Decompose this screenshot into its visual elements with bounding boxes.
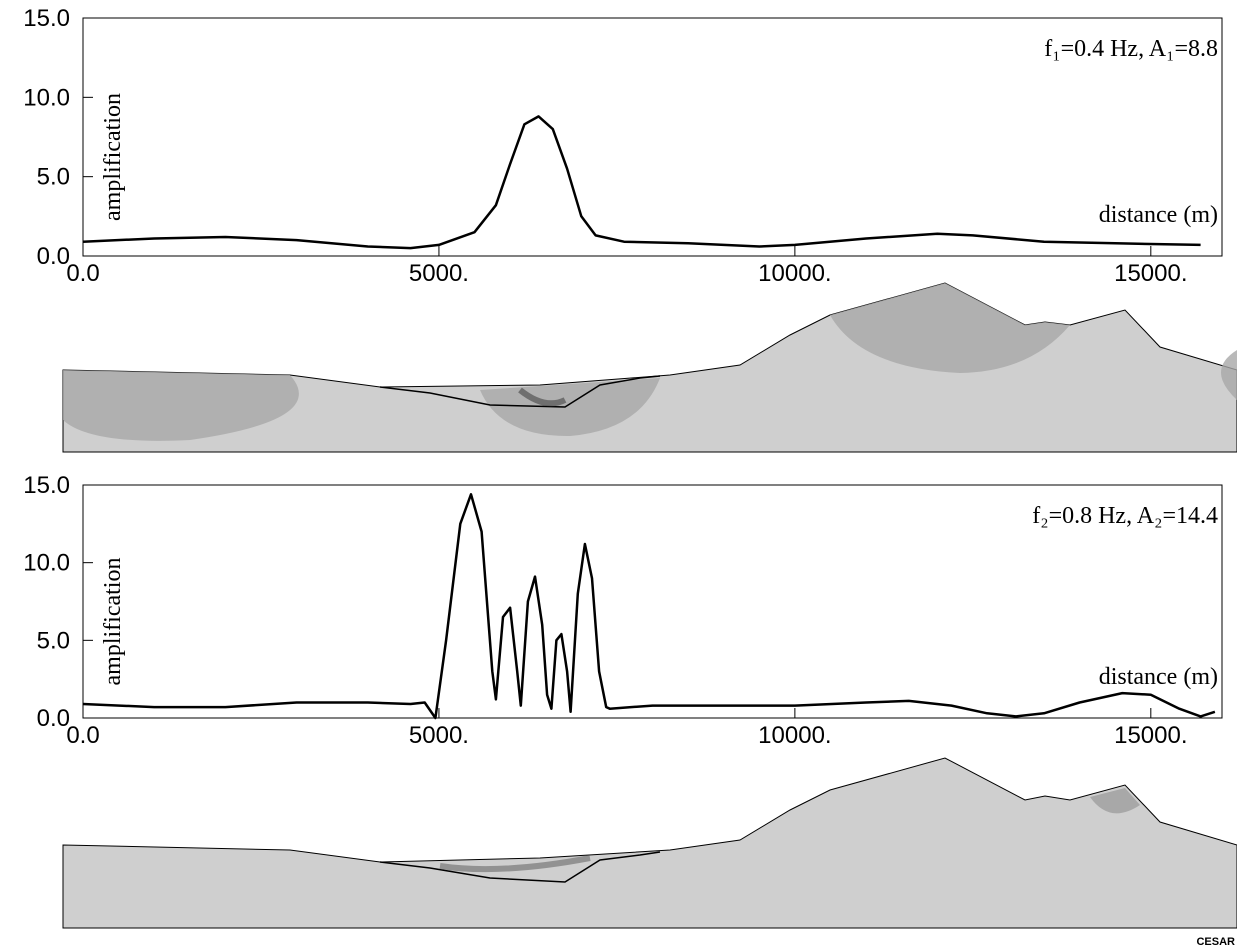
logo: CESAR xyxy=(1196,936,1235,948)
y-tick-label: 0.0 xyxy=(37,243,70,270)
y-axis-label: amplification xyxy=(100,93,126,221)
annotation: f₂=0.8 Hz, A₂=14.4 xyxy=(1032,503,1218,529)
x-tick-label: 10000. xyxy=(758,260,831,287)
x-tick-label: 10000. xyxy=(758,722,831,749)
x-axis-label: distance (m) xyxy=(1099,202,1218,228)
x-axis-label: distance (m) xyxy=(1099,664,1218,690)
x-tick-label: 0.0 xyxy=(66,260,99,287)
y-axis-label: amplification xyxy=(100,558,126,686)
x-tick-label: 15000. xyxy=(1114,722,1187,749)
data-line xyxy=(83,116,1201,248)
y-tick-label: 5.0 xyxy=(37,164,70,191)
x-tick-label: 15000. xyxy=(1114,260,1187,287)
y-tick-label: 15.0 xyxy=(23,472,70,499)
y-tick-label: 0.0 xyxy=(37,705,70,732)
x-tick-label: 5000. xyxy=(409,260,469,287)
figure: CESAR 0.0 5.0 10.0 15.0 0.0 5000. 10000. 15000.… xyxy=(0,0,1237,949)
y-tick-label: 10.0 xyxy=(23,84,70,111)
x-tick-label: 0.0 xyxy=(66,722,99,749)
y-tick-label: 5.0 xyxy=(37,627,70,654)
y-tick-label: 15.0 xyxy=(23,5,70,32)
annotation: f₁=0.4 Hz, A₁=8.8 xyxy=(1044,36,1218,62)
cross-section xyxy=(63,758,1237,928)
cross-section xyxy=(63,283,1237,452)
y-tick-label: 10.0 xyxy=(23,550,70,577)
x-tick-label: 5000. xyxy=(409,722,469,749)
